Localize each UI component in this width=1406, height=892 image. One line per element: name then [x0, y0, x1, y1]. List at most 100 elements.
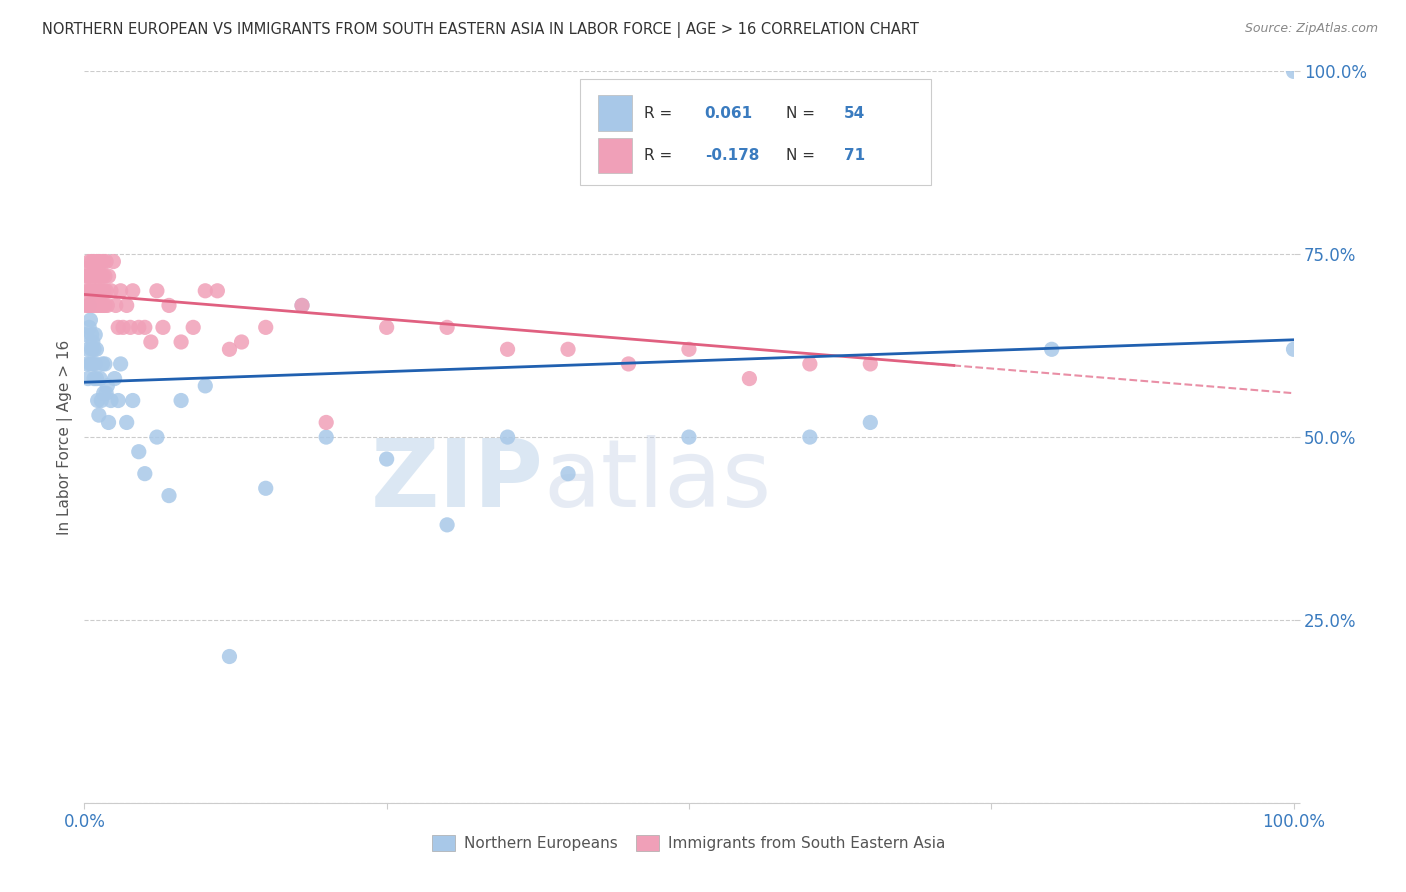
Point	[94, 386, 117, 401]
Point	[104, 298, 127, 312]
Point	[80, 254, 103, 268]
Point	[79, 357, 101, 371]
Point	[77, 343, 100, 357]
Point	[799, 430, 821, 444]
Point	[76, 357, 98, 371]
Point	[107, 320, 129, 334]
Point	[76, 284, 98, 298]
Point	[254, 481, 277, 495]
Point	[77, 254, 100, 268]
Point	[94, 357, 117, 371]
Point	[120, 320, 142, 334]
Point	[557, 467, 579, 481]
Point	[83, 284, 105, 298]
Text: ZIP: ZIP	[371, 435, 544, 527]
Point	[104, 371, 127, 385]
Point	[89, 298, 111, 312]
Point	[1282, 64, 1305, 78]
Point	[436, 320, 458, 334]
Point	[82, 357, 104, 371]
Point	[83, 343, 105, 357]
Point	[96, 298, 118, 312]
Point	[86, 343, 108, 357]
Point	[86, 371, 108, 385]
Text: NORTHERN EUROPEAN VS IMMIGRANTS FROM SOUTH EASTERN ASIA IN LABOR FORCE | AGE > 1: NORTHERN EUROPEAN VS IMMIGRANTS FROM SOU…	[42, 22, 920, 38]
Point	[859, 416, 882, 430]
Point	[436, 517, 458, 532]
Point	[859, 357, 882, 371]
Legend: Northern Europeans, Immigrants from South Eastern Asia: Northern Europeans, Immigrants from Sout…	[426, 830, 952, 857]
Point	[79, 313, 101, 327]
Point	[1282, 343, 1305, 357]
Point	[799, 357, 821, 371]
Point	[218, 649, 240, 664]
Point	[94, 284, 117, 298]
Point	[738, 371, 761, 385]
Point	[134, 320, 156, 334]
Point	[77, 284, 100, 298]
Point	[90, 254, 112, 268]
Point	[82, 298, 104, 312]
Point	[375, 320, 398, 334]
Point	[121, 393, 143, 408]
Point	[254, 320, 277, 334]
Point	[86, 298, 108, 312]
Point	[93, 284, 115, 298]
Point	[557, 343, 579, 357]
Point	[100, 393, 122, 408]
Point	[110, 284, 132, 298]
Point	[218, 343, 240, 357]
FancyBboxPatch shape	[599, 95, 633, 130]
Point	[157, 489, 180, 503]
Point	[496, 343, 519, 357]
Point	[84, 298, 107, 312]
Point	[86, 254, 108, 268]
Point	[194, 284, 217, 298]
Point	[89, 371, 111, 385]
Point	[103, 254, 125, 268]
Point	[617, 357, 640, 371]
Point	[80, 284, 103, 298]
Point	[84, 269, 107, 284]
Point	[87, 408, 110, 422]
Text: 0.061: 0.061	[704, 105, 752, 120]
Point	[94, 298, 117, 312]
Point	[75, 298, 97, 312]
FancyBboxPatch shape	[599, 138, 633, 173]
Point	[170, 393, 193, 408]
Text: R =: R =	[644, 105, 678, 120]
Point	[207, 284, 229, 298]
Point	[139, 334, 162, 349]
Point	[146, 430, 169, 444]
Point	[75, 269, 97, 284]
Point	[94, 254, 117, 268]
Point	[315, 416, 337, 430]
Point	[1040, 343, 1063, 357]
Point	[80, 343, 103, 357]
Point	[86, 269, 108, 284]
Point	[678, 430, 700, 444]
Point	[96, 379, 118, 393]
Point	[77, 298, 100, 312]
Point	[91, 357, 114, 371]
Text: -0.178: -0.178	[704, 148, 759, 163]
Text: N =: N =	[786, 148, 820, 163]
FancyBboxPatch shape	[581, 78, 931, 185]
Point	[83, 254, 105, 268]
Text: N =: N =	[786, 105, 820, 120]
Text: 71: 71	[844, 148, 865, 163]
Text: R =: R =	[644, 148, 678, 163]
Point	[93, 254, 115, 268]
Point	[77, 371, 100, 385]
Point	[87, 254, 110, 268]
Point	[146, 284, 169, 298]
Text: Source: ZipAtlas.com: Source: ZipAtlas.com	[1244, 22, 1378, 36]
Point	[170, 334, 193, 349]
Point	[80, 327, 103, 342]
Point	[291, 298, 314, 312]
Point	[115, 416, 138, 430]
Point	[97, 269, 120, 284]
Point	[84, 357, 107, 371]
Point	[115, 298, 138, 312]
Point	[134, 467, 156, 481]
